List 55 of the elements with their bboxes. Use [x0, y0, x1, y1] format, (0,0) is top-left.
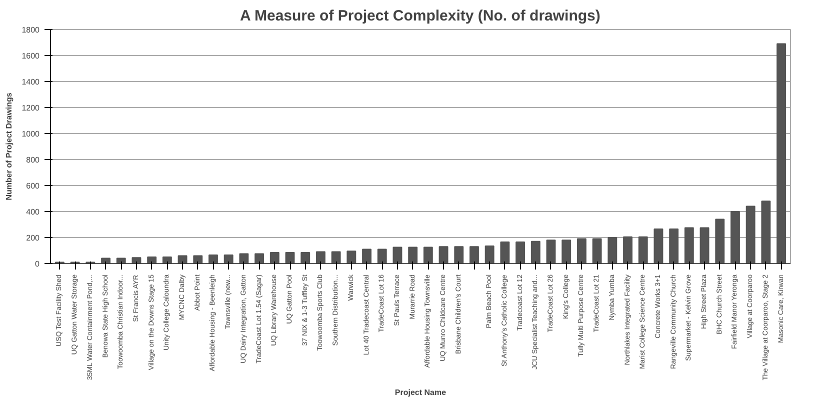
bar — [700, 227, 710, 264]
x-axis-title: Project Name — [394, 388, 447, 398]
bar — [208, 254, 218, 264]
bar — [470, 246, 479, 264]
bar — [178, 255, 188, 264]
bar — [300, 252, 310, 264]
bar — [623, 236, 632, 264]
bar — [684, 227, 694, 264]
bar — [162, 256, 172, 264]
bar — [193, 255, 203, 264]
y-tick-label: 1800 — [22, 26, 40, 34]
chart-title: A Measure of Project Complexity (No. of drawings) — [240, 8, 600, 24]
bar — [669, 228, 679, 264]
bar — [608, 237, 618, 264]
y-tick-label: 1600 — [22, 52, 40, 60]
bar — [362, 248, 372, 264]
bar — [239, 253, 249, 264]
y-tick-label: 1400 — [22, 78, 40, 86]
y-tick-label: 1200 — [22, 104, 40, 112]
bar — [346, 250, 356, 264]
bar — [224, 254, 234, 264]
bar — [147, 256, 157, 264]
bar — [516, 242, 526, 264]
y-axis-title: Number of Project Drawings — [4, 92, 14, 200]
bar — [746, 206, 756, 264]
bar — [316, 251, 326, 264]
bar — [715, 218, 725, 264]
bar — [546, 240, 556, 264]
bar — [438, 246, 448, 264]
bar — [576, 238, 586, 264]
bar — [562, 240, 572, 264]
bar — [761, 200, 771, 264]
bar — [638, 236, 648, 264]
bar — [285, 252, 295, 264]
y-tick-label: 1000 — [22, 130, 40, 138]
bar — [776, 43, 786, 264]
y-tick-label: 600 — [26, 182, 40, 190]
bar — [423, 246, 433, 264]
y-tick-label: 200 — [26, 234, 40, 242]
bar — [530, 240, 540, 264]
bar — [270, 252, 280, 264]
bar — [592, 238, 602, 264]
bar — [408, 246, 418, 264]
bar — [254, 253, 264, 264]
y-tick-label: 800 — [26, 156, 40, 164]
y-tick-label: 400 — [26, 208, 40, 216]
bar — [654, 228, 664, 264]
y-tick-label: 0 — [35, 260, 40, 268]
bar — [500, 242, 510, 264]
bar — [454, 246, 464, 264]
bar — [730, 211, 740, 264]
bar — [392, 246, 402, 264]
bar — [331, 251, 341, 264]
bar — [484, 245, 494, 264]
bar — [377, 248, 387, 264]
